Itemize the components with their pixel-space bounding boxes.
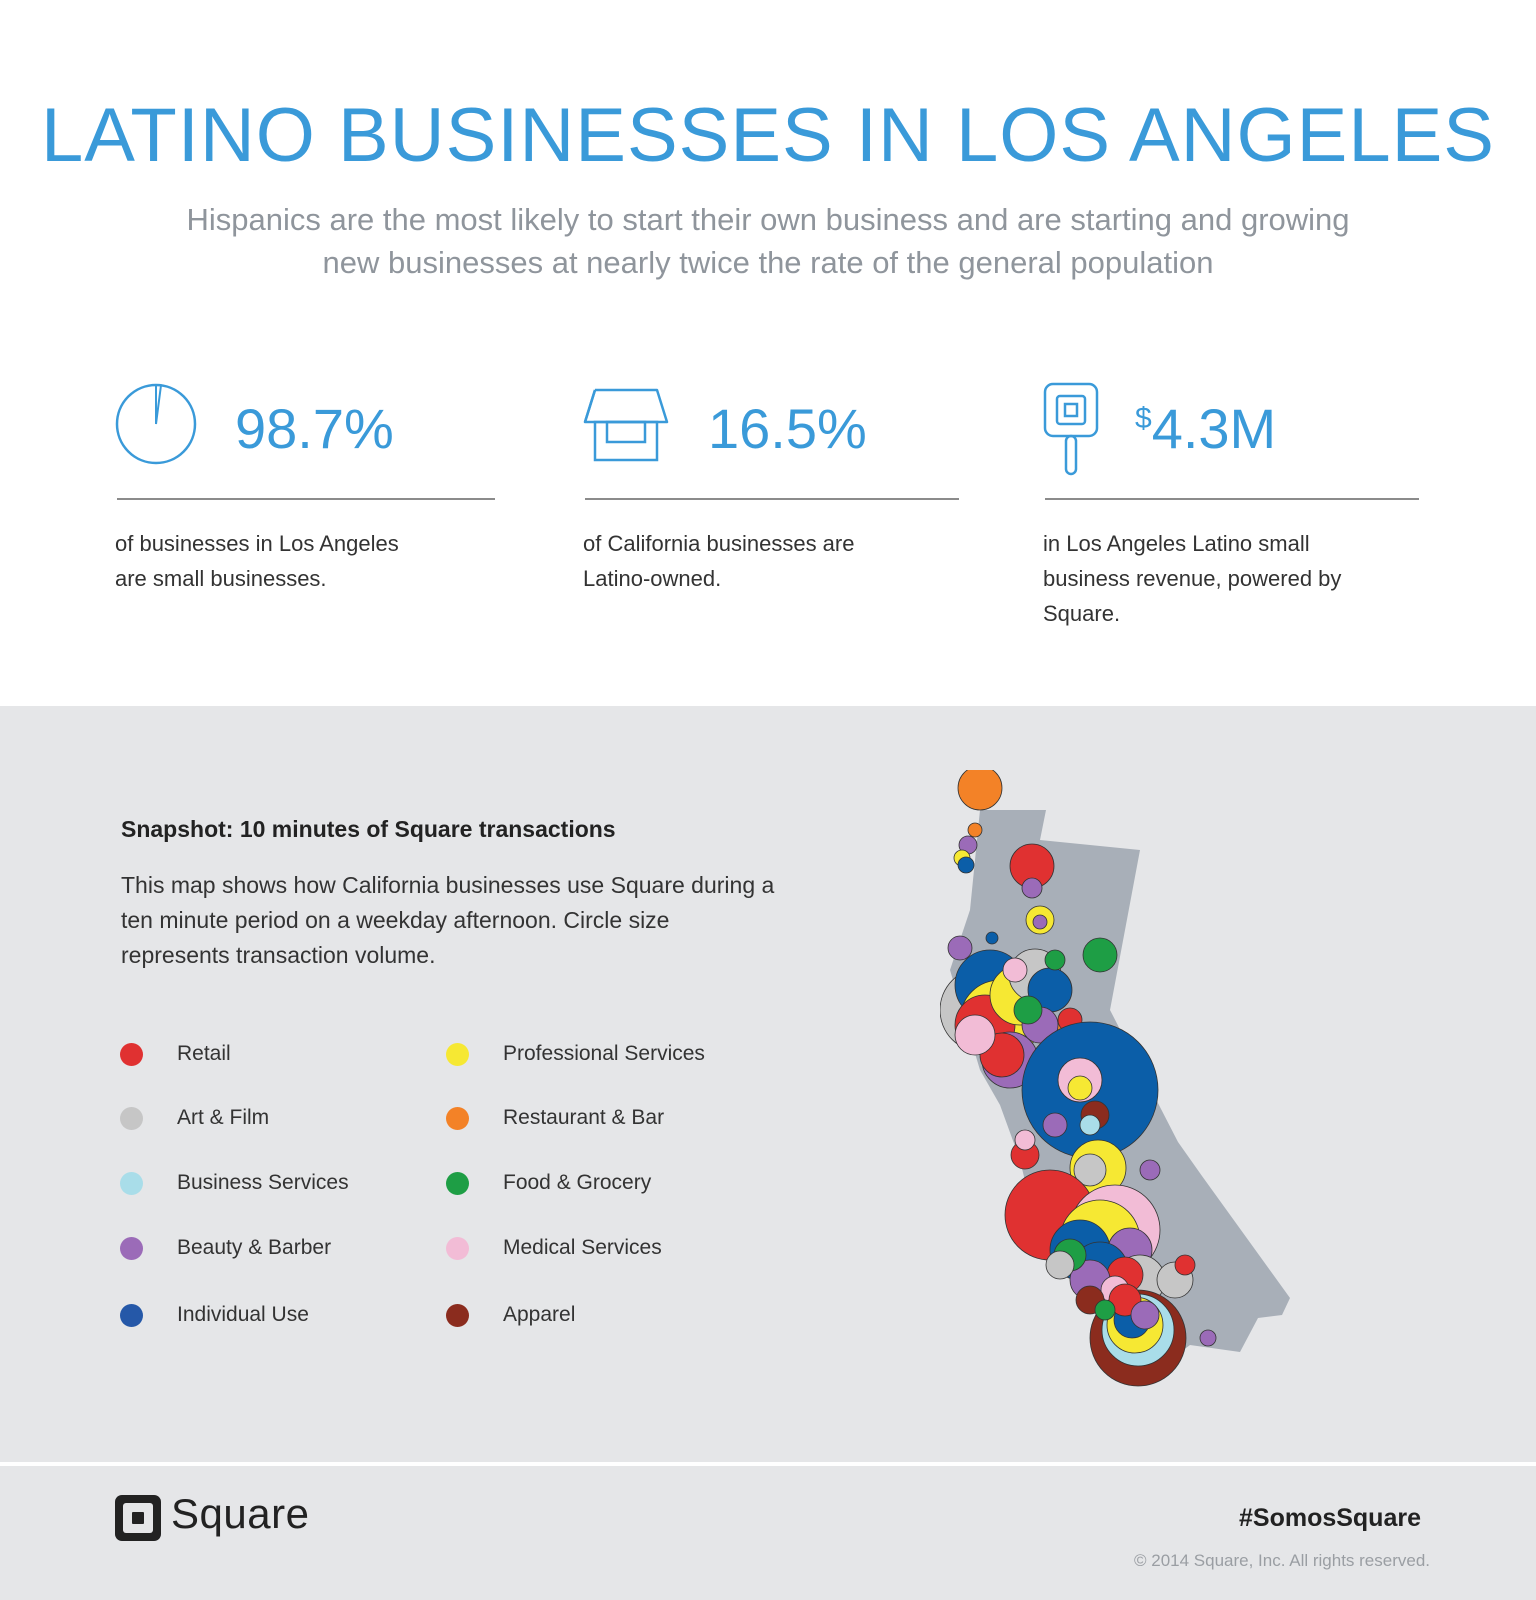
legend-label: Restaurant & Bar xyxy=(503,1106,665,1129)
transaction-circle xyxy=(954,1014,996,1056)
header-section xyxy=(0,0,1536,706)
snapshot-description: This map shows how California businesses… xyxy=(121,872,775,968)
legend-label: Art & Film xyxy=(177,1106,270,1129)
transaction-circles xyxy=(940,770,1217,1387)
stat-value: $4.3M xyxy=(1135,396,1276,461)
transaction-circle xyxy=(1014,1129,1036,1151)
legend-item-professional-services: Professional Services xyxy=(446,1039,705,1069)
storefront-icon xyxy=(583,388,669,462)
legend-label: Professional Services xyxy=(503,1042,705,1065)
legend-item-retail: Retail xyxy=(120,1039,231,1069)
legend-item-restaurant-bar: Restaurant & Bar xyxy=(446,1103,664,1133)
transaction-circle xyxy=(957,856,975,874)
square-logo-text: Square xyxy=(171,1490,310,1537)
transaction-circle xyxy=(967,822,983,838)
legend-item-business-services: Business Services xyxy=(120,1168,349,1198)
transaction-circle xyxy=(1021,877,1043,899)
legend-label: Beauty & Barber xyxy=(177,1236,332,1259)
legend-label: Retail xyxy=(177,1042,231,1065)
stat-number: 4.3M xyxy=(1151,397,1277,460)
transaction-circle xyxy=(1130,1300,1160,1330)
transaction-circle xyxy=(1032,914,1048,930)
page-subtitle: Hispanics are the most likely to start t… xyxy=(186,202,1350,280)
transaction-circle xyxy=(1174,1254,1196,1276)
transaction-circle xyxy=(1094,1299,1116,1321)
transaction-circle xyxy=(1199,1329,1217,1347)
copyright: © 2014 Square, Inc. All rights reserved. xyxy=(1133,1551,1430,1570)
currency-symbol: $ xyxy=(1135,402,1152,435)
transaction-circle xyxy=(947,935,973,961)
legend-item-individual-use: Individual Use xyxy=(120,1300,309,1330)
transaction-circle xyxy=(1073,1153,1107,1187)
hashtag: #SomosSquare xyxy=(1238,1504,1421,1532)
legend-swatch xyxy=(120,1106,143,1130)
transaction-circle xyxy=(1045,1250,1075,1280)
transaction-circle xyxy=(1079,1114,1101,1136)
transaction-circle xyxy=(1042,1112,1068,1138)
legend-swatch xyxy=(120,1236,143,1260)
page-title: LATINO BUSINESSES IN LOS ANGELES xyxy=(41,93,1495,178)
pie-chart-icon xyxy=(115,383,197,465)
legend-swatch xyxy=(120,1303,143,1327)
transaction-circle xyxy=(1002,957,1028,983)
divider xyxy=(117,498,495,500)
divider xyxy=(1045,498,1419,500)
footer xyxy=(0,1466,1536,1600)
legend-label: Medical Services xyxy=(503,1236,662,1259)
snapshot-title: Snapshot: 10 minutes of Square transacti… xyxy=(121,816,616,842)
legend-item-medical-services: Medical Services xyxy=(446,1233,662,1263)
legend-label: Business Services xyxy=(177,1171,349,1194)
legend-swatch xyxy=(120,1171,143,1195)
transaction-circle xyxy=(1013,995,1043,1025)
california-transaction-map xyxy=(940,770,1290,1387)
transaction-circle xyxy=(1139,1159,1161,1181)
legend-swatch xyxy=(446,1236,469,1260)
legend-item-art-film: Art & Film xyxy=(120,1103,269,1133)
legend-label: Food & Grocery xyxy=(503,1171,652,1194)
transaction-circle xyxy=(1067,1075,1093,1101)
transaction-circle xyxy=(985,931,999,945)
stat-value: 16.5% xyxy=(708,397,867,460)
snapshot-section xyxy=(0,706,1536,1462)
legend-label: Individual Use xyxy=(177,1303,309,1326)
square-logo-icon xyxy=(115,1495,161,1541)
legend-item-food-grocery: Food & Grocery xyxy=(446,1168,651,1198)
stat-description: in Los Angeles Latino small business rev… xyxy=(1043,531,1342,626)
legend-swatch xyxy=(446,1042,469,1066)
legend-swatch xyxy=(446,1106,469,1130)
transaction-circle xyxy=(1082,937,1118,973)
card-reader-icon xyxy=(1043,382,1099,476)
transaction-circle xyxy=(1044,949,1066,971)
transaction-circle xyxy=(957,770,1003,811)
stat-description: of businesses in Los Angeles are small b… xyxy=(115,531,399,591)
stat-description: of California businesses are Latino-owne… xyxy=(583,531,855,591)
divider xyxy=(585,498,959,500)
legend-swatch xyxy=(446,1171,469,1195)
legend-item-beauty-barber: Beauty & Barber xyxy=(120,1233,331,1263)
legend-swatch xyxy=(120,1042,143,1066)
legend-swatch xyxy=(446,1303,469,1327)
legend-item-apparel: Apparel xyxy=(446,1300,575,1330)
stat-value: 98.7% xyxy=(235,397,394,460)
footer-divider xyxy=(0,1462,1536,1466)
legend-label: Apparel xyxy=(503,1303,576,1326)
